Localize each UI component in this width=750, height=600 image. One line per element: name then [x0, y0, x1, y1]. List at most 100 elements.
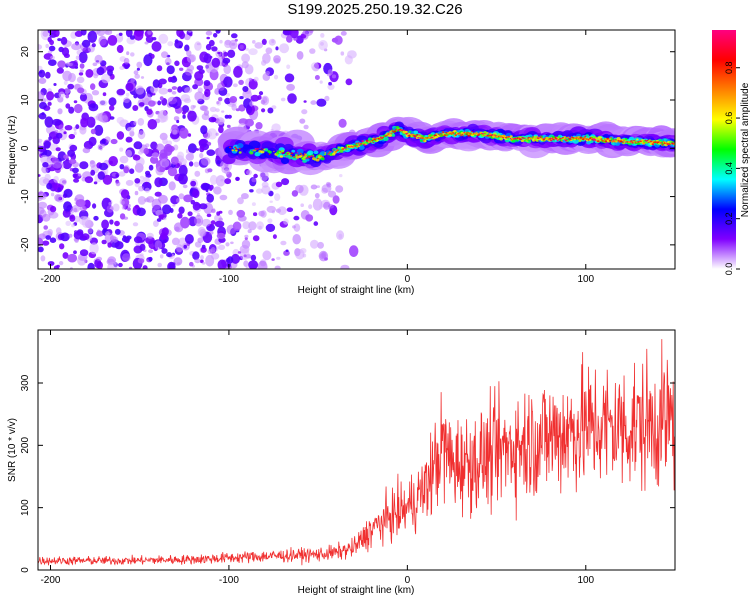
spectrogram-cell	[80, 117, 89, 128]
spectrogram-cell	[235, 176, 240, 181]
spectrogram-cell	[217, 51, 221, 55]
spectrogram-cell	[227, 256, 234, 264]
spectrogram-cell	[68, 158, 77, 165]
spectrogram-cell	[112, 203, 120, 212]
spectrogram-cell	[232, 221, 242, 231]
spectrogram-cell	[119, 147, 124, 152]
spectrogram-cell	[53, 175, 59, 183]
spectrogram-cell	[242, 221, 251, 230]
spectrogram-cell	[183, 244, 187, 249]
spectrogram-cell	[230, 241, 234, 245]
spectrogram-cell	[114, 241, 124, 250]
spectrogram-y-tick-label: 20	[20, 46, 31, 58]
spectrogram-ridge-cell	[587, 139, 590, 141]
spectrogram-cell	[119, 155, 129, 164]
spectrogram-cell	[89, 160, 96, 168]
spectrogram-ridge-cell	[316, 157, 319, 160]
spectrogram-cell	[323, 201, 331, 210]
spectrogram-cell	[300, 203, 305, 207]
spectrogram-cell	[197, 237, 204, 243]
spectrogram-cell	[161, 248, 168, 254]
spectrogram-cell	[119, 66, 125, 70]
spectrogram-cell	[203, 53, 212, 64]
spectrogram-cell	[57, 38, 62, 42]
spectrogram-cell	[194, 170, 201, 177]
spectrogram-cell	[211, 57, 221, 68]
spectrogram-cell	[310, 100, 317, 105]
spectrogram-cell	[192, 189, 200, 199]
spectrogram-cell	[201, 262, 206, 265]
spectrogram-cell	[246, 106, 253, 114]
spectrogram-ridge-cell	[268, 150, 272, 154]
spectrogram-cell	[182, 114, 186, 119]
spectrogram-cell	[92, 62, 98, 67]
spectrogram-cell	[125, 136, 133, 143]
spectrogram-cell	[190, 180, 197, 187]
spectrogram-ridge-cell	[454, 134, 458, 136]
spectrogram-cell	[151, 209, 156, 213]
spectrogram-cell	[280, 240, 287, 246]
spectrogram-ridge-cell	[348, 146, 351, 149]
spectrogram-cell	[178, 173, 188, 185]
spectrogram-cell	[237, 251, 242, 254]
spectrogram-cell	[210, 220, 216, 225]
spectrogram-ridge-cell	[291, 149, 296, 153]
spectrogram-x-tick-label: -200	[40, 274, 60, 285]
spectrogram-cell	[283, 218, 289, 225]
spectrogram-ridge-cell	[235, 149, 238, 152]
spectrogram-ridge-cell	[488, 132, 492, 135]
spectrogram-ridge-cell	[315, 158, 320, 162]
spectrogram-cell	[178, 164, 188, 177]
spectrogram-cell	[308, 204, 313, 210]
spectrogram-ridge-cell	[403, 130, 406, 132]
spectrogram-cell	[87, 228, 93, 234]
spectrogram-cell	[63, 154, 69, 160]
spectrogram-ridge-cell	[439, 134, 441, 136]
spectrogram-cell	[261, 38, 267, 46]
snr-frame	[37, 329, 676, 571]
spectrogram-cell	[138, 185, 145, 192]
spectrogram-cell	[38, 44, 43, 50]
spectrogram-cell	[137, 118, 145, 126]
spectrogram-cell	[151, 41, 162, 52]
spectrogram-cell	[187, 30, 193, 33]
spectrogram-cell	[150, 141, 158, 150]
spectrogram-cell	[253, 212, 258, 217]
spectrogram-ridge-cell	[406, 132, 409, 134]
spectrogram-cell	[243, 260, 249, 268]
spectrogram-cell	[152, 37, 157, 41]
spectrogram-cell	[207, 248, 213, 255]
spectrogram-cell	[226, 124, 231, 128]
spectrogram-ridge-cell	[237, 143, 244, 149]
spectrogram-ridge-cell	[631, 141, 634, 144]
spectrogram-cell	[239, 248, 250, 260]
colorbar-label: Normalized spectral amplitude	[740, 82, 750, 217]
spectrogram-ridge-cell	[305, 158, 310, 162]
spectrogram-cell	[182, 111, 186, 115]
spectrogram-ridge-cell	[383, 136, 389, 142]
spectrogram-cell	[291, 190, 299, 197]
spectrogram-cell	[47, 261, 55, 266]
spectrogram-cell	[133, 30, 144, 41]
spectrogram-ridge-cell	[445, 131, 448, 134]
spectrogram-cell	[56, 67, 64, 74]
spectrogram-ridge-cell	[319, 157, 321, 160]
spectrogram-cell	[225, 242, 230, 247]
spectrogram-ridge-cell	[523, 137, 526, 139]
spectrogram-cell	[197, 226, 206, 237]
spectrogram-cell	[81, 39, 91, 48]
spectrogram-ridge-cell	[419, 139, 423, 142]
spectrogram-ridge-cell	[312, 155, 315, 157]
spectrogram-cell	[194, 78, 204, 87]
spectrogram-cell	[239, 96, 244, 100]
spectrogram-cell	[232, 83, 238, 88]
spectrogram-cell	[161, 51, 169, 59]
spectrogram-cell	[72, 167, 79, 174]
spectrogram-x-tick-label: 100	[577, 274, 594, 285]
spectrogram-cell	[57, 187, 61, 192]
spectrogram-cell	[81, 233, 90, 241]
spectrogram-cell	[196, 65, 204, 71]
spectrogram-cell	[99, 143, 106, 148]
spectrogram-cell	[254, 42, 263, 49]
spectrogram-cell	[123, 166, 130, 174]
